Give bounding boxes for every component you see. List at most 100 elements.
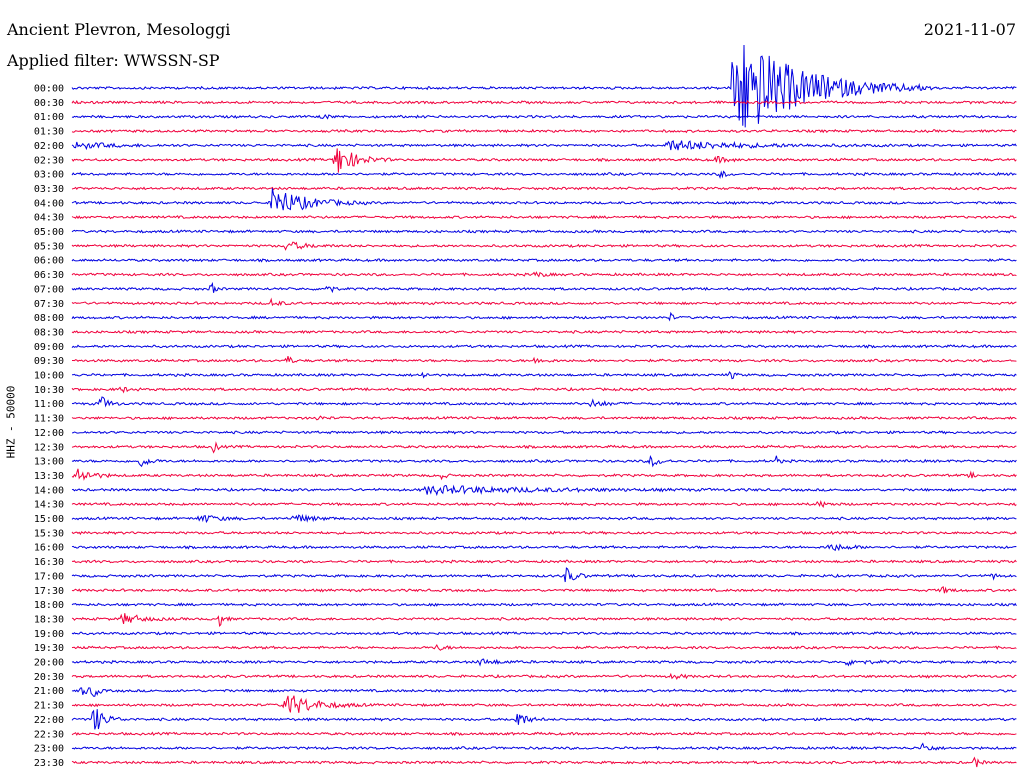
trace-group — [71, 44, 1017, 768]
time-label-0630: 06:30 — [34, 270, 64, 281]
trace-row-1500 — [71, 513, 1017, 524]
time-label-2300: 23:00 — [34, 744, 64, 755]
trace-row-0430 — [71, 214, 1017, 220]
filter-subtitle: Applied filter: WWSSN-SP — [7, 51, 220, 70]
time-label-2000: 20:00 — [34, 658, 64, 669]
time-label-0930: 09:30 — [34, 356, 64, 367]
trace-row-0000 — [71, 44, 1017, 128]
time-label-0500: 05:00 — [34, 227, 64, 238]
trace-row-0500 — [71, 229, 1017, 234]
trace-row-0230 — [71, 148, 1017, 173]
time-label-1030: 10:30 — [34, 385, 64, 396]
trace-row-2030 — [71, 672, 1017, 681]
trace-row-0330 — [71, 186, 1017, 191]
time-label-0700: 07:00 — [34, 284, 64, 295]
trace-row-1900 — [71, 631, 1017, 636]
trace-row-2130 — [71, 695, 1017, 713]
trace-row-1100 — [71, 396, 1017, 408]
time-label-group: 00:00 00:30 01:00 01:30 02:00 02:30 03:00 03:30… — [34, 84, 64, 769]
time-label-1700: 17:00 — [34, 571, 64, 582]
trace-row-0530 — [71, 241, 1017, 251]
time-label-0200: 02:00 — [34, 141, 64, 152]
time-label-1330: 13:30 — [34, 471, 64, 482]
trace-row-2300 — [71, 742, 1017, 751]
trace-row-2230 — [71, 731, 1017, 737]
time-label-1530: 15:30 — [34, 528, 64, 539]
trace-row-1000 — [71, 371, 1017, 380]
trace-row-2000 — [71, 658, 1017, 667]
trace-row-0300 — [71, 170, 1017, 180]
time-label-2130: 21:30 — [34, 701, 64, 712]
trace-row-1430 — [71, 499, 1017, 508]
trace-row-0730 — [71, 297, 1017, 307]
trace-row-1800 — [71, 602, 1017, 607]
time-label-2100: 21:00 — [34, 686, 64, 697]
trace-row-0130 — [71, 128, 1017, 134]
trace-row-0700 — [71, 281, 1017, 294]
time-label-1100: 11:00 — [34, 399, 64, 410]
time-label-0730: 07:30 — [34, 299, 64, 310]
time-label-2230: 22:30 — [34, 729, 64, 740]
trace-row-0930 — [72, 355, 1017, 365]
time-label-1400: 14:00 — [34, 485, 64, 496]
trace-row-0030 — [71, 100, 1017, 105]
trace-row-1630 — [71, 559, 1017, 564]
time-label-0030: 00:30 — [34, 98, 64, 109]
time-label-0530: 05:30 — [34, 241, 64, 252]
time-label-0000: 00:00 — [34, 84, 64, 95]
trace-row-0900 — [71, 344, 1017, 349]
time-label-1630: 16:30 — [34, 557, 64, 568]
time-label-1130: 11:30 — [34, 414, 64, 425]
time-label-1600: 16:00 — [34, 543, 64, 554]
record-date: 2021-11-07 — [923, 20, 1016, 39]
trace-row-2100 — [71, 687, 1017, 697]
time-label-0130: 01:30 — [34, 127, 64, 138]
trace-row-0630 — [71, 271, 1017, 278]
time-label-1500: 15:00 — [34, 514, 64, 525]
trace-row-1530 — [71, 530, 1017, 536]
time-label-1830: 18:30 — [34, 614, 64, 625]
time-label-0600: 06:00 — [34, 256, 64, 267]
time-label-1300: 13:00 — [34, 457, 64, 468]
trace-row-1030 — [71, 386, 1017, 394]
time-label-1800: 18:00 — [34, 600, 64, 611]
trace-row-1300 — [71, 454, 1017, 468]
time-label-1930: 19:30 — [34, 643, 64, 654]
trace-row-1230 — [71, 441, 1017, 454]
time-label-0900: 09:00 — [34, 342, 64, 353]
trace-row-1130 — [71, 415, 1017, 421]
trace-row-0800 — [71, 311, 1017, 322]
trace-row-1830 — [71, 613, 1017, 628]
time-label-1200: 12:00 — [34, 428, 64, 439]
time-label-1000: 10:00 — [34, 371, 64, 382]
trace-row-1730 — [71, 586, 1017, 594]
time-label-0300: 03:00 — [34, 170, 64, 181]
trace-row-2200 — [71, 709, 1017, 730]
time-label-2330: 23:30 — [34, 758, 64, 769]
time-label-0430: 04:30 — [34, 213, 64, 224]
time-label-0830: 08:30 — [34, 327, 64, 338]
trace-row-1930 — [71, 643, 1017, 651]
trace-row-2330 — [71, 756, 1017, 768]
time-label-0800: 08:00 — [34, 313, 64, 324]
station-title: Ancient Plevron, Mesologgi — [7, 20, 231, 39]
trace-row-0100 — [71, 113, 1017, 120]
time-label-0100: 01:00 — [34, 112, 64, 123]
time-label-2030: 20:30 — [34, 672, 64, 683]
time-label-0330: 03:30 — [34, 184, 64, 195]
trace-row-0400 — [71, 188, 1017, 211]
time-label-0230: 02:30 — [34, 155, 64, 166]
time-label-2200: 22:00 — [34, 715, 64, 726]
time-label-1730: 17:30 — [34, 586, 64, 597]
trace-row-0600 — [71, 257, 1017, 263]
time-label-0400: 04:00 — [34, 198, 64, 209]
time-label-1230: 12:30 — [34, 442, 64, 453]
trace-row-0200 — [71, 140, 1017, 151]
trace-row-1400 — [71, 484, 1017, 497]
trace-row-1700 — [71, 567, 1017, 583]
trace-row-0830 — [71, 329, 1017, 335]
trace-row-1200 — [71, 430, 1017, 435]
time-label-1430: 14:30 — [34, 500, 64, 511]
trace-row-1330 — [71, 468, 1017, 481]
